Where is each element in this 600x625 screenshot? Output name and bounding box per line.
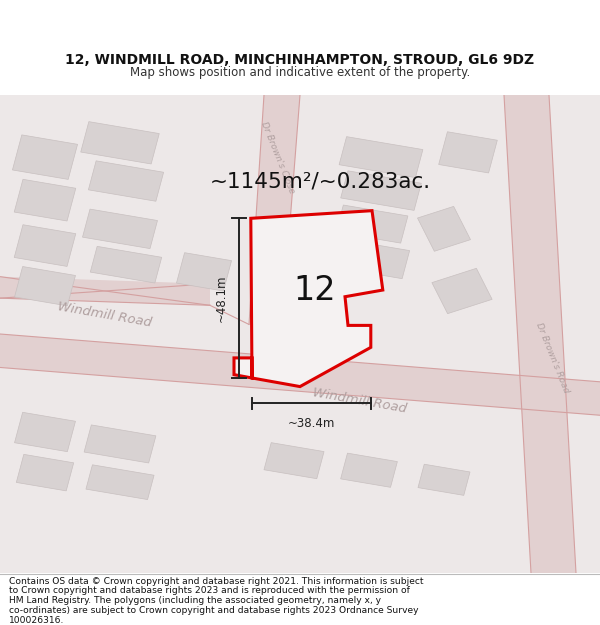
Polygon shape — [234, 211, 383, 387]
Polygon shape — [341, 171, 421, 211]
Polygon shape — [13, 135, 77, 179]
Polygon shape — [176, 253, 232, 291]
Polygon shape — [86, 465, 154, 499]
Polygon shape — [14, 179, 76, 221]
Polygon shape — [83, 209, 157, 249]
Text: Map shows position and indicative extent of the property.: Map shows position and indicative extent… — [130, 66, 470, 79]
Polygon shape — [0, 334, 600, 415]
Polygon shape — [0, 277, 210, 306]
Text: to Crown copyright and database rights 2023 and is reproduced with the permissio: to Crown copyright and database rights 2… — [9, 586, 410, 596]
Polygon shape — [346, 241, 410, 279]
Text: 12: 12 — [293, 274, 337, 308]
Text: 100026316.: 100026316. — [9, 616, 64, 625]
Polygon shape — [88, 161, 164, 201]
Polygon shape — [14, 266, 76, 306]
Polygon shape — [341, 453, 397, 488]
Text: ~38.4m: ~38.4m — [288, 417, 335, 430]
Polygon shape — [418, 206, 470, 251]
Text: HM Land Registry. The polygons (including the associated geometry, namely x, y: HM Land Registry. The polygons (includin… — [9, 596, 381, 605]
Polygon shape — [264, 442, 324, 479]
Text: ~48.1m: ~48.1m — [215, 274, 228, 322]
Text: Dr Brown's Road: Dr Brown's Road — [534, 321, 570, 394]
Polygon shape — [439, 132, 497, 173]
Text: Windmill Road: Windmill Road — [312, 386, 408, 416]
Polygon shape — [14, 225, 76, 266]
Polygon shape — [90, 246, 162, 283]
Polygon shape — [84, 425, 156, 463]
Polygon shape — [504, 95, 576, 573]
Text: ~1145m²/~0.283ac.: ~1145m²/~0.283ac. — [210, 171, 431, 191]
Polygon shape — [339, 137, 423, 178]
Text: co-ordinates) are subject to Crown copyright and database rights 2023 Ordnance S: co-ordinates) are subject to Crown copyr… — [9, 606, 419, 615]
Polygon shape — [16, 454, 74, 491]
Polygon shape — [81, 122, 159, 164]
Polygon shape — [14, 412, 76, 452]
Text: Windmill Road: Windmill Road — [57, 300, 153, 329]
Polygon shape — [336, 205, 408, 243]
Polygon shape — [418, 464, 470, 496]
Text: 12, WINDMILL ROAD, MINCHINHAMPTON, STROUD, GL6 9DZ: 12, WINDMILL ROAD, MINCHINHAMPTON, STROU… — [65, 53, 535, 68]
Text: Dr Brown's Close: Dr Brown's Close — [259, 120, 296, 194]
Polygon shape — [249, 95, 300, 324]
Text: Contains OS data © Crown copyright and database right 2021. This information is : Contains OS data © Crown copyright and d… — [9, 577, 424, 586]
Polygon shape — [432, 268, 492, 314]
